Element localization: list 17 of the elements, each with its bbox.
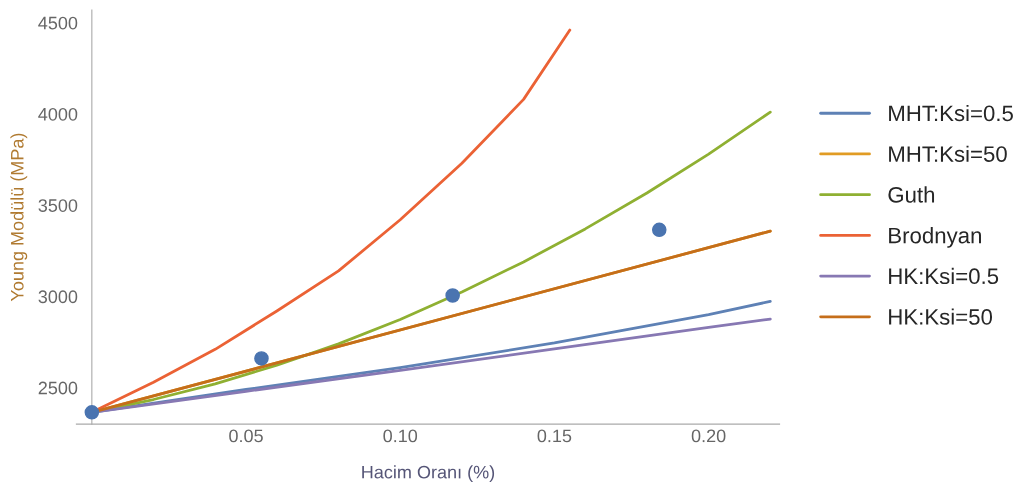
legend-label: HK:Ksi=0.5: [889, 267, 999, 285]
x-tick-label: 0.20: [691, 429, 726, 443]
legend-label: HK:Ksi=50: [889, 308, 993, 325]
x-tick-label: 0.10: [383, 429, 418, 443]
legend-label: Guth: [888, 186, 935, 203]
y-tick-label: 4000: [38, 107, 78, 121]
x-tick-label: 0.15: [537, 429, 572, 443]
legend-label: MHT:Ksi=0.5: [889, 104, 1013, 122]
y-tick-label: 2500: [38, 381, 78, 395]
x-axis-title: Hacim Oranı (%): [362, 465, 495, 483]
x-tick-label: 0.05: [229, 429, 263, 443]
y-tick-label: 4500: [38, 16, 78, 30]
legend-label: Brodnyan: [889, 227, 981, 248]
y-axis-title: Young Modülü (MPa): [10, 133, 28, 302]
y-tick-label: 3500: [38, 199, 78, 212]
y-tick-label: 3000: [38, 290, 78, 304]
legend-label: MHT:Ksi=50: [889, 145, 1007, 162]
